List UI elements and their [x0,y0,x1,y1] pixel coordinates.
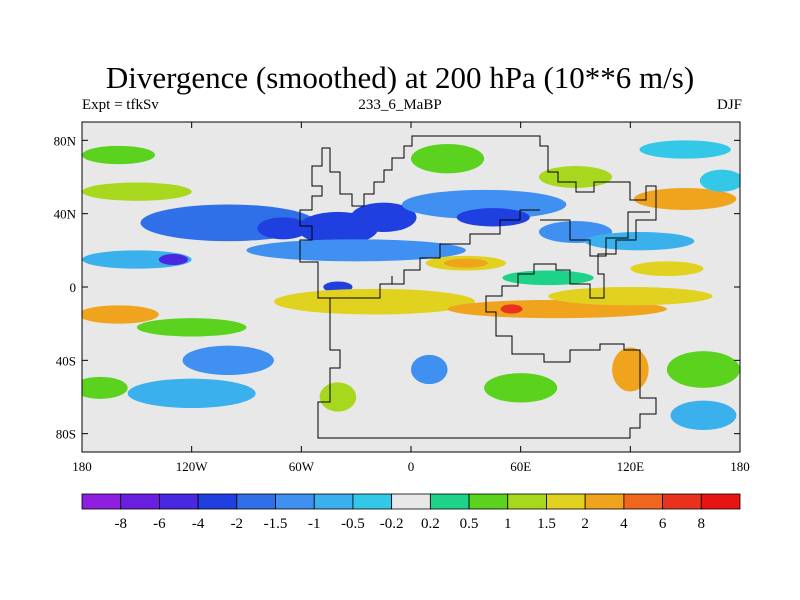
colorbar-swatch-5 [275,493,315,510]
contour-region-27 [136,318,247,337]
case-label: 233_6_MaBP [358,97,442,113]
x-tick-label: 60W [289,459,315,474]
contour-region-26 [82,305,159,324]
contour-region-17 [633,188,737,210]
colorbar-level-label: 8 [698,516,706,532]
colorbar-level-label: 0.2 [421,516,440,532]
contour-region-19 [82,145,156,165]
contour-region-20 [411,144,485,174]
contour-region-36 [670,400,737,431]
contour-region-32 [411,354,448,385]
x-tick-label: 180 [730,459,750,474]
x-tick-label: 0 [408,459,415,474]
contour-region-31 [319,382,357,412]
colorbar-swatch-6 [313,493,354,510]
continent-outline [299,135,657,439]
contour-region-18 [699,169,740,192]
colorbar-swatch-8 [391,493,431,510]
y-axis: 80N 40N 0 40S 80S [54,133,740,442]
x-tick-label: 120W [176,459,209,474]
colorbar-level-label: -6 [153,516,166,532]
colorbar-swatch-7 [352,493,393,510]
contour-region-16 [82,182,192,201]
contour-region-34 [612,347,649,392]
x-tick-label: 180 [72,459,92,474]
contour-region-29 [127,378,256,409]
colorbar-swatch-16 [700,493,741,510]
contour-region-35 [666,351,740,388]
contour-region-3 [246,239,466,262]
y-tick-label: 40S [56,353,76,368]
experiment-label: Expt = tfkSv [82,97,159,113]
colorbar: -8 -6 -4 -2 -1.5 -1 -0.5 -0.2 0.2 0.5 1 1.5 2 4 6 8 [81,493,741,532]
contour-region-37 [639,140,731,159]
x-tick-label: 120E [617,459,645,474]
colorbar-level-label: -2 [231,516,244,532]
colorbar-level-label: 0.5 [460,516,479,532]
contour-region-2 [257,217,309,240]
x-tick-label: 60E [510,459,531,474]
colorbar-swatch-4 [236,493,276,510]
colorbar-swatch-13 [584,493,625,510]
plot-title: Divergence (smoothed) at 200 hPa (10**6 … [105,60,695,95]
contour-region-22 [273,288,475,315]
colorbar-swatch-10 [468,493,509,510]
y-tick-label: 80N [54,133,77,148]
colorbar-swatch-1 [120,493,160,510]
y-tick-label: 0 [70,280,77,295]
colorbar-swatch-3 [197,493,238,510]
colorbar-level-label: -4 [192,516,205,532]
contour-region-5 [158,254,189,265]
colorbar-level-label: 2 [581,516,589,532]
contour-region-15 [502,270,594,286]
colorbar-swatch-2 [159,493,199,510]
y-tick-label: 40N [54,207,77,222]
contour-region-30 [82,376,128,399]
contour-region-33 [484,373,558,403]
contour-region-10 [584,232,695,251]
contour-region-6 [350,202,417,232]
contour-region-7 [401,189,567,220]
contour-region-14 [630,261,704,276]
colorbar-swatch-9 [429,493,470,510]
contour-region-28 [182,345,274,376]
colorbar-swatch-14 [623,493,663,510]
colorbar-level-label: -1 [308,516,321,532]
colorbar-level-label: -8 [114,516,127,532]
colorbar-level-label: 6 [659,516,667,532]
divergence-field [82,140,740,431]
season-label: DJF [716,97,742,113]
colorbar-level-label: -0.5 [341,516,365,532]
contour-region-8 [456,208,530,227]
colorbar-swatch-11 [507,493,547,510]
colorbar-level-label: -0.2 [380,516,404,532]
colorbar-level-label: 4 [620,516,628,532]
contour-region-24 [500,304,523,314]
contour-region-4 [82,250,192,269]
y-tick-label: 80S [56,427,76,442]
contour-region-13 [443,258,488,268]
colorbar-level-label: 1.5 [537,516,556,532]
colorbar-level-label: -1.5 [264,516,288,532]
colorbar-level-label: 1 [504,516,512,532]
colorbar-swatch-12 [546,493,586,510]
contour-region-25 [548,287,713,306]
colorbar-swatch-0 [81,493,122,510]
colorbar-swatch-15 [662,493,702,510]
x-axis: 180 120W 60W 0 60E 120E 180 [72,122,750,474]
